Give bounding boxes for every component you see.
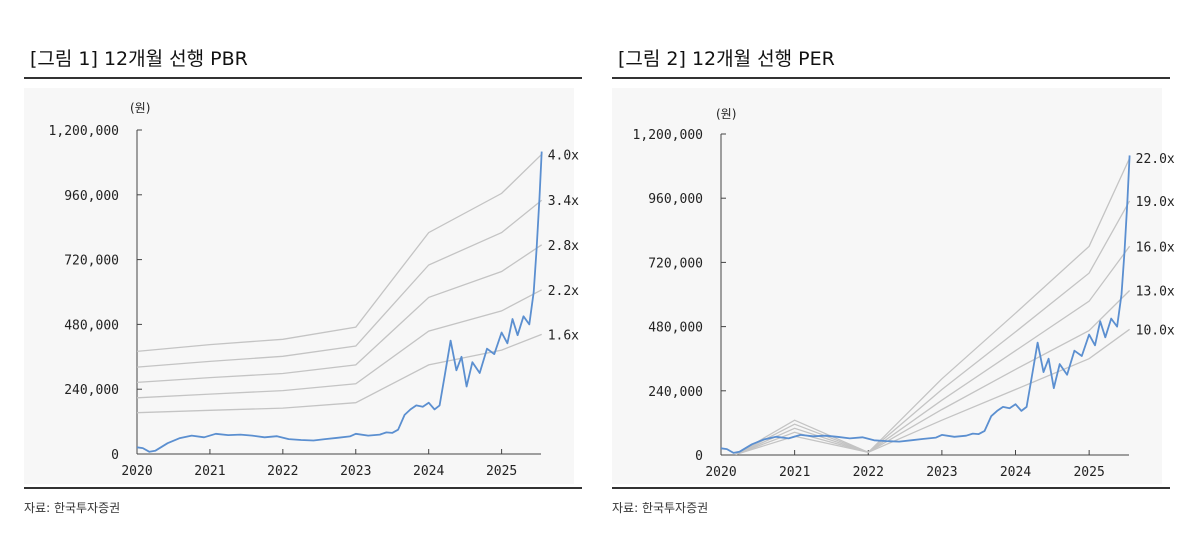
- pbr-band-line: [136, 153, 543, 353]
- pbr-y-tick-label: 480,000: [64, 318, 119, 333]
- pbr-x-tick-label: 2024: [413, 464, 444, 479]
- pbr-band-line: [136, 199, 543, 368]
- per-x-tick-label: 2022: [853, 465, 884, 480]
- per-x-tick-label: 2024: [1000, 465, 1031, 480]
- pbr-band-label: 2.2x: [548, 284, 579, 299]
- pbr-band-line: [136, 333, 542, 414]
- pbr-band-line: [136, 244, 543, 384]
- pbr-y-tick-label: 720,000: [64, 254, 119, 269]
- per-y-tick-label: 720,000: [648, 256, 703, 271]
- pbr-band-label: 1.6x: [548, 328, 579, 343]
- per-chart-title: [그림 2] 12개월 선행 PER: [618, 48, 835, 70]
- pbr-price-line: [136, 151, 543, 453]
- pbr-panel: [그림 1] 12개월 선행 PBR (원) 0 240,000 480,000 720…: [24, 0, 584, 541]
- per-band-label: 19.0x: [1136, 195, 1175, 210]
- per-y-tick-label: 480,000: [648, 321, 703, 336]
- pbr-band-label: 3.4x: [548, 194, 579, 209]
- per-band-line: [735, 245, 1131, 456]
- pbr-y-tick-label: 1,200,000: [49, 124, 119, 139]
- pbr-plot-background: [24, 88, 574, 484]
- pbr-x-tick-label: 2021: [194, 464, 225, 479]
- pbr-title-rule: [24, 77, 582, 79]
- pbr-x-tick-label: 2023: [340, 464, 371, 479]
- per-band-line: [735, 157, 1131, 456]
- pbr-band-label: 4.0x: [548, 148, 579, 163]
- per-plot-background: [612, 88, 1162, 484]
- pbr-source-note: 자료: 한국투자증권: [24, 501, 121, 515]
- per-y-tick-label: 1,200,000: [633, 128, 703, 143]
- per-band-line: [735, 290, 1131, 456]
- per-x-tick-label: 2025: [1073, 465, 1104, 480]
- per-band-label: 10.0x: [1136, 323, 1175, 338]
- per-band-label: 16.0x: [1136, 240, 1175, 255]
- pbr-band-line: [136, 289, 543, 399]
- pbr-x-tick-label: 2022: [267, 464, 298, 479]
- per-panel: [그림 2] 12개월 선행 PER (원) 0 240,000 480,000 720…: [612, 0, 1175, 541]
- per-y-tick-label: 960,000: [648, 192, 703, 207]
- pbr-x-tick-label: 2020: [121, 464, 152, 479]
- per-chart: (원) 0 240,000 480,000 720,000 960,000 1,200,00…: [633, 107, 1175, 480]
- per-x-tick-label: 2021: [779, 465, 810, 480]
- pbr-chart: (원) 0 240,000 480,000 720,000 960,000 1,200,00…: [49, 101, 580, 479]
- pbr-bottom-rule: [24, 487, 582, 489]
- per-y-tick-label: 240,000: [648, 385, 703, 400]
- per-band-line: [735, 200, 1131, 456]
- per-source-note: 자료: 한국투자증권: [612, 501, 709, 515]
- per-band-label: 13.0x: [1136, 284, 1175, 299]
- pbr-unit-label: (원): [130, 101, 150, 115]
- per-y-tick-label: 0: [695, 449, 703, 464]
- per-x-tick-label: 2023: [926, 465, 957, 480]
- per-band-label: 22.0x: [1136, 152, 1175, 167]
- pbr-x-tick-label: 2025: [486, 464, 517, 479]
- per-x-tick-label: 2020: [705, 465, 736, 480]
- per-unit-label: (원): [716, 107, 736, 121]
- per-title-rule: [612, 77, 1170, 79]
- per-bottom-rule: [612, 487, 1170, 489]
- pbr-y-tick-label: 240,000: [64, 383, 119, 398]
- pbr-chart-title: [그림 1] 12개월 선행 PBR: [30, 48, 248, 70]
- pbr-band-label: 2.8x: [548, 239, 579, 254]
- pbr-y-tick-label: 960,000: [64, 189, 119, 204]
- pbr-y-tick-label: 0: [111, 448, 119, 463]
- per-price-line: [720, 155, 1131, 454]
